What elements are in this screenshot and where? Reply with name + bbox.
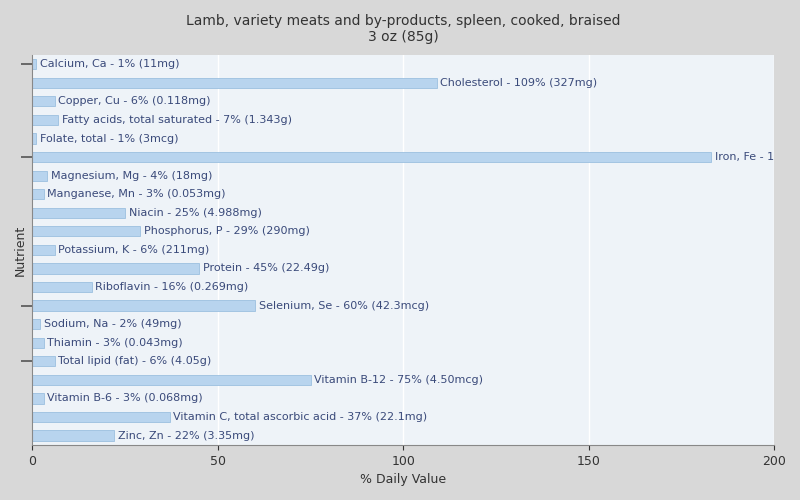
Text: Sodium, Na - 2% (49mg): Sodium, Na - 2% (49mg) <box>43 319 181 329</box>
Bar <box>33 59 36 70</box>
Bar <box>33 152 711 162</box>
Text: Magnesium, Mg - 4% (18mg): Magnesium, Mg - 4% (18mg) <box>51 170 212 180</box>
Bar <box>33 412 170 422</box>
Text: Total lipid (fat) - 6% (4.05g): Total lipid (fat) - 6% (4.05g) <box>58 356 212 366</box>
Bar <box>33 300 255 310</box>
Text: Vitamin B-12 - 75% (4.50mcg): Vitamin B-12 - 75% (4.50mcg) <box>314 375 483 385</box>
X-axis label: % Daily Value: % Daily Value <box>360 473 446 486</box>
Title: Lamb, variety meats and by-products, spleen, cooked, braised
3 oz (85g): Lamb, variety meats and by-products, spl… <box>186 14 621 44</box>
Text: Folate, total - 1% (3mcg): Folate, total - 1% (3mcg) <box>40 134 178 143</box>
Bar <box>33 115 58 125</box>
Bar <box>33 226 140 236</box>
Text: Cholesterol - 109% (327mg): Cholesterol - 109% (327mg) <box>440 78 598 88</box>
Bar <box>33 338 43 348</box>
Bar <box>33 264 199 274</box>
Bar <box>33 189 43 200</box>
Text: Iron, Fe - 183% (32.87mg): Iron, Fe - 183% (32.87mg) <box>715 152 800 162</box>
Bar <box>33 170 47 181</box>
Text: Niacin - 25% (4.988mg): Niacin - 25% (4.988mg) <box>129 208 262 218</box>
Bar <box>33 375 310 385</box>
Bar <box>33 282 92 292</box>
Bar <box>33 96 54 106</box>
Text: Phosphorus, P - 29% (290mg): Phosphorus, P - 29% (290mg) <box>144 226 310 236</box>
Text: Calcium, Ca - 1% (11mg): Calcium, Ca - 1% (11mg) <box>40 60 179 70</box>
Text: Selenium, Se - 60% (42.3mcg): Selenium, Se - 60% (42.3mcg) <box>258 300 429 310</box>
Text: Vitamin C, total ascorbic acid - 37% (22.1mg): Vitamin C, total ascorbic acid - 37% (22… <box>174 412 427 422</box>
Text: Protein - 45% (22.49g): Protein - 45% (22.49g) <box>203 264 330 274</box>
Text: Vitamin B-6 - 3% (0.068mg): Vitamin B-6 - 3% (0.068mg) <box>47 394 203 404</box>
Text: Thiamin - 3% (0.043mg): Thiamin - 3% (0.043mg) <box>47 338 183 347</box>
Bar <box>33 394 43 404</box>
Text: Potassium, K - 6% (211mg): Potassium, K - 6% (211mg) <box>58 245 210 255</box>
Bar <box>33 208 125 218</box>
Bar <box>33 319 40 330</box>
Text: Zinc, Zn - 22% (3.35mg): Zinc, Zn - 22% (3.35mg) <box>118 430 254 440</box>
Bar <box>33 134 36 143</box>
Bar <box>33 245 54 255</box>
Y-axis label: Nutrient: Nutrient <box>14 224 27 276</box>
Bar <box>33 78 437 88</box>
Bar <box>33 430 114 440</box>
Bar <box>33 356 54 366</box>
Text: Riboflavin - 16% (0.269mg): Riboflavin - 16% (0.269mg) <box>95 282 249 292</box>
Text: Manganese, Mn - 3% (0.053mg): Manganese, Mn - 3% (0.053mg) <box>47 189 226 199</box>
Text: Fatty acids, total saturated - 7% (1.343g): Fatty acids, total saturated - 7% (1.343… <box>62 115 292 125</box>
Text: Copper, Cu - 6% (0.118mg): Copper, Cu - 6% (0.118mg) <box>58 96 211 106</box>
